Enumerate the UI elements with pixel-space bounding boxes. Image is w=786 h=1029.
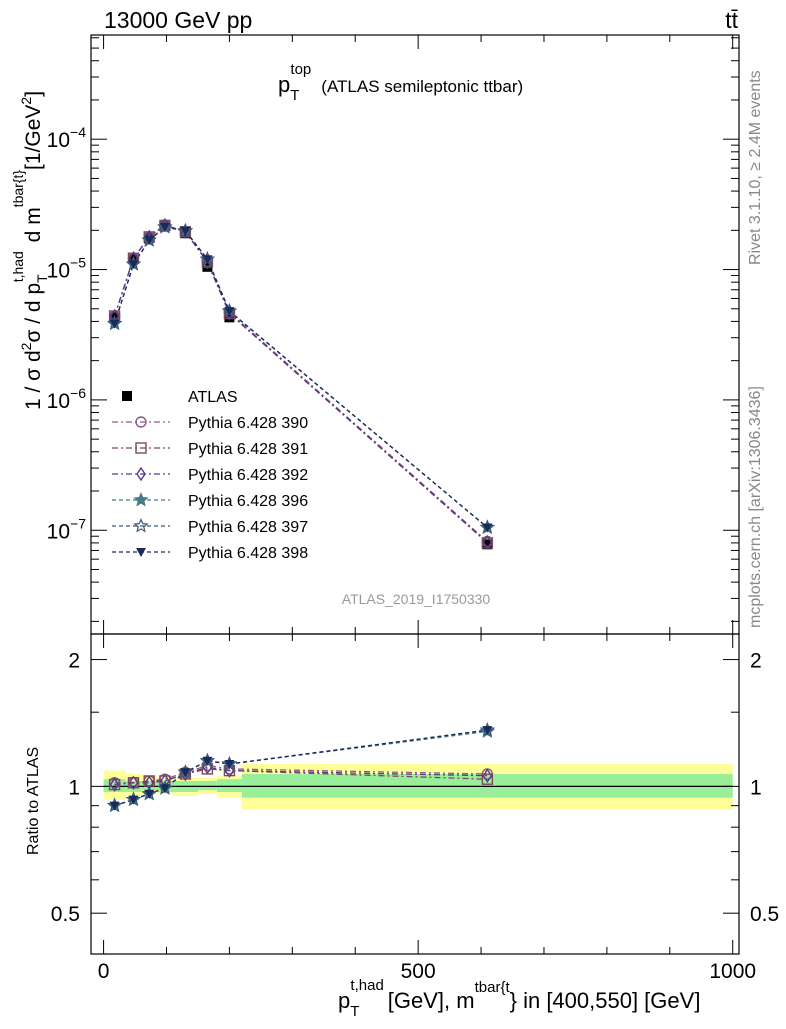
main-y-tick-base: 10 (47, 390, 70, 413)
ratio-y-tick-label-right: 1 (750, 776, 762, 799)
main-y-tick-exp: −4 (70, 124, 86, 140)
ratio-y-tick-label-left: 0.5 (51, 903, 80, 926)
legend-marker (136, 548, 146, 557)
ratio-panel: 0 500 1000 0.5 0.5 1 1 2 2 Ratio to ATLAS (25, 633, 779, 983)
main-series-point (159, 223, 170, 233)
ratio-series-point (482, 768, 493, 783)
main-series-markers (106, 217, 496, 550)
legend-marker (133, 517, 149, 533)
plot-title-sup: top (290, 61, 311, 78)
main-series-point (144, 236, 155, 246)
ratio-series-point (202, 756, 213, 766)
ratio-y-axis-label: Ratio to ATLAS (25, 747, 42, 855)
legend-marker (136, 466, 146, 482)
main-y-tick-exp: −7 (70, 515, 86, 531)
x-axis-label-p: p (338, 988, 350, 1013)
ratio-series-point (109, 777, 120, 792)
x-tick-label: 0 (98, 960, 110, 983)
legend-marker (133, 491, 149, 507)
header-process-label: tt̄ (725, 7, 738, 33)
ratio-series-point (481, 773, 494, 785)
main-series-point (224, 307, 235, 317)
legend-label: Pythia 6.428 390 (188, 415, 308, 432)
ratio-band-green (216, 779, 242, 792)
ratio-series-point (128, 775, 139, 791)
main-y-tick-base: 10 (47, 129, 70, 152)
ratio-series-point (128, 795, 139, 805)
main-axis-ticks: 10−710−610−510−4 (47, 35, 739, 634)
legend: ATLAS Pythia 6.428 390 Pythia 6.428 391 Pyt… (112, 389, 308, 562)
main-y-axis-label: 1 / σ d2σ / d pTt,had d mtbar{t}[1/GeV2] (10, 91, 50, 410)
main-series-point (128, 260, 139, 270)
ratio-y-tick-label-right: 0.5 (750, 903, 779, 926)
ratio-axis-ticks: 0 500 1000 0.5 0.5 1 1 2 2 (51, 634, 779, 983)
plot-title-sub: T (290, 87, 299, 104)
main-y-tick-label: 10−4 (47, 124, 87, 152)
legend-label: Pythia 6.428 398 (188, 545, 308, 562)
ratio-series-point (224, 760, 235, 770)
rivet-version-label: Rivet 3.1.10, ≥ 2.4M events (747, 70, 764, 265)
plot-title-rest: (ATLAS semileptonic ttbar) (321, 77, 523, 96)
ratio-series-point (482, 726, 493, 736)
legend-marker (135, 442, 147, 454)
x-axis-label: pTt,had [GeV], mtbar{t} in [400,550] [GeV… (338, 977, 700, 1020)
header-energy-label: 13000 GeV pp (104, 7, 252, 33)
plot-title-p: p (278, 72, 290, 97)
ratio-y-tick-label-right: 2 (750, 650, 762, 673)
x-tick-label: 500 (401, 960, 436, 983)
x-axis-label-mid: [GeV], m (388, 988, 475, 1013)
ratio-panel-frame (90, 633, 740, 955)
legend-label: Pythia 6.428 397 (188, 519, 308, 536)
ratio-series-point (159, 784, 170, 794)
main-series-line (113, 226, 488, 528)
x-axis-label-sup: t,had (350, 977, 383, 994)
main-series-point (109, 319, 120, 329)
ratio-series-point (109, 801, 120, 811)
plot-title: pTtop (ATLAS semileptonic ttbar) (278, 61, 523, 104)
main-y-tick-label: 10−6 (47, 385, 87, 413)
ratio-series-point (144, 789, 155, 799)
legend-marker-atlas (122, 391, 132, 401)
legend-label: Pythia 6.428 396 (188, 493, 308, 510)
x-tick-label: 1000 (709, 960, 756, 983)
ratio-y-tick-label-left: 1 (68, 776, 80, 799)
main-series-point (482, 523, 493, 533)
ratio-band-green (197, 780, 217, 791)
main-y-tick-exp: −6 (70, 385, 86, 401)
x-axis-label-sup2: tbar{t (475, 979, 511, 996)
atlas-data-point (482, 539, 493, 550)
mcplots-source-label: mcplots.cern.ch [arXiv:1306.3436] (747, 386, 764, 628)
legend-label: Pythia 6.428 392 (188, 467, 308, 484)
main-series-point (180, 226, 191, 236)
main-y-tick-base: 10 (47, 260, 70, 283)
x-axis-label-end: } in [400,550] [GeV] (510, 988, 701, 1013)
legend-label-atlas: ATLAS (188, 389, 238, 406)
legend-label: Pythia 6.428 391 (188, 441, 308, 458)
ratio-y-tick-label-left: 2 (68, 650, 80, 673)
analysis-watermark: ATLAS_2019_I1750330 (342, 591, 491, 607)
ratio-series-point (180, 768, 191, 778)
main-y-tick-exp: −5 (70, 255, 86, 271)
main-series-point (202, 255, 213, 265)
main-y-tick-label: 10−5 (47, 255, 87, 283)
legend-marker (135, 416, 147, 428)
main-series-point (482, 534, 493, 550)
main-panel: 10−710−610−510−4 pTtop(ATLAS semileptoni… (10, 34, 740, 635)
main-y-tick-base: 10 (47, 520, 70, 543)
ratio-series-markers (106, 722, 496, 813)
x-axis-label-sub: T (350, 1003, 359, 1020)
main-y-tick-label: 10−7 (47, 515, 87, 543)
